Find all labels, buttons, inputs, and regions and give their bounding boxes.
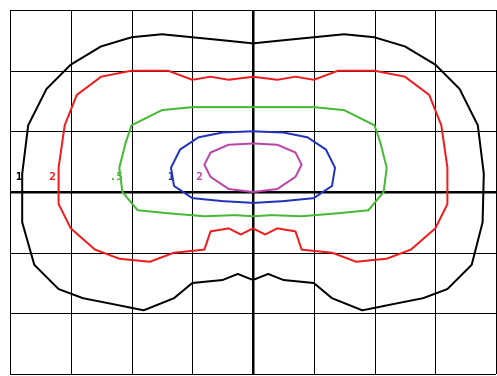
contour-line-0 [21, 33, 485, 312]
contour-line-2 [118, 106, 388, 218]
contour-line-3 [170, 130, 336, 204]
contour-label-1: 2 [49, 170, 56, 183]
contour-labels: 1 2 .5 1 2 [16, 170, 203, 183]
contour-lines [21, 33, 485, 312]
contour-label-3: 1 [168, 170, 175, 183]
contour-label-2: .5 [110, 170, 123, 183]
contour-line-1 [57, 69, 449, 263]
contour-line-4 [203, 142, 303, 193]
contour-label-0: 1 [16, 170, 23, 183]
contour-label-4: 2 [196, 170, 203, 183]
